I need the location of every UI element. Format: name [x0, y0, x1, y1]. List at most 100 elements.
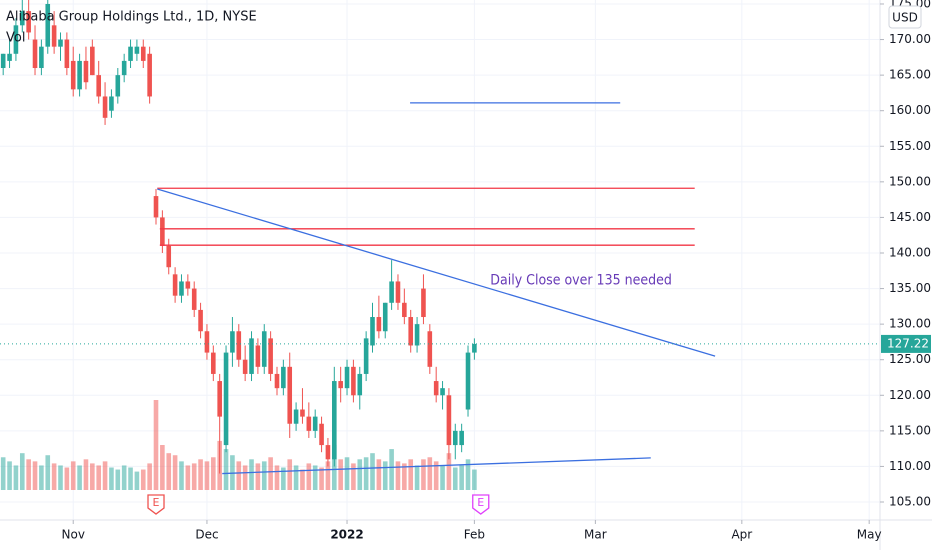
volume-bar — [395, 461, 401, 490]
y-tick-label: 120.00 — [889, 388, 931, 402]
volume-bar — [255, 463, 261, 490]
candle-body — [300, 409, 305, 417]
candle-body — [70, 60, 76, 90]
volume-bar — [312, 465, 318, 490]
volume-bar — [236, 461, 242, 490]
candle-body — [77, 60, 82, 90]
volume-bar — [325, 461, 331, 490]
candle-body — [204, 331, 210, 353]
candle-body — [351, 366, 356, 396]
volume-bar — [204, 461, 210, 490]
volume-bar — [281, 467, 286, 490]
x-tick-label: Feb — [464, 528, 485, 542]
event-marker — [472, 494, 490, 515]
candle-body — [261, 331, 267, 367]
volume-bar — [402, 463, 407, 490]
y-tick-label: 130.00 — [889, 317, 931, 331]
candle-body — [319, 423, 324, 446]
candle-body — [446, 395, 452, 446]
candle-body — [306, 416, 312, 431]
volume-bar — [287, 459, 293, 490]
volume-bar — [77, 465, 82, 490]
candle-body — [166, 245, 172, 268]
volume-bar — [433, 461, 439, 490]
candle-body — [39, 46, 44, 69]
volume-bar — [357, 459, 363, 490]
candle-body — [198, 309, 203, 332]
candle-body — [433, 381, 439, 396]
candle-body — [427, 331, 433, 367]
volume-bar — [440, 465, 445, 490]
candle-body — [472, 343, 477, 353]
volume-bar — [147, 463, 152, 490]
volume-bar — [363, 457, 369, 490]
candle-body — [287, 366, 293, 424]
volume-bar — [242, 465, 248, 490]
volume-bar — [249, 459, 254, 490]
candle-body — [223, 352, 229, 446]
candle-body — [26, 11, 31, 33]
y-tick-label: 165.00 — [889, 68, 931, 82]
volume-bar — [452, 467, 458, 490]
volume-bar — [306, 463, 312, 490]
candle-body — [211, 352, 216, 374]
candle-body — [179, 281, 184, 296]
volume-bar — [370, 453, 375, 490]
candle-body — [382, 302, 388, 332]
candle-body — [344, 366, 350, 389]
candle-body — [459, 430, 464, 446]
candle-body — [274, 373, 280, 389]
chart-title: Alibaba Group Holdings Ltd., 1D, NYSE — [6, 10, 257, 25]
x-tick-label: 2022 — [330, 528, 363, 542]
event-marker — [147, 494, 165, 515]
candle-body — [338, 381, 343, 389]
candle-body — [147, 53, 152, 97]
candle-body — [58, 39, 63, 47]
volume-bar — [179, 461, 184, 490]
candle-body — [312, 416, 318, 431]
volume-bar — [351, 463, 356, 490]
volume-bar — [83, 459, 89, 490]
currency-box[interactable] — [888, 5, 922, 29]
y-tick-label: 155.00 — [889, 139, 931, 153]
volume-bar — [13, 465, 19, 490]
y-tick-label: 150.00 — [889, 174, 931, 188]
volume-bar — [185, 465, 191, 490]
x-tick-label: Nov — [62, 528, 85, 542]
volume-bar — [39, 465, 44, 490]
candle-body — [395, 281, 401, 303]
volume-bar — [128, 467, 133, 490]
volume-bar — [160, 445, 165, 490]
candle-body — [249, 338, 254, 374]
candle-body — [64, 39, 70, 69]
candle-body — [331, 381, 337, 460]
candle-body — [172, 274, 178, 296]
volume-bar — [191, 463, 197, 490]
candle-body — [96, 75, 101, 97]
volume-bar — [376, 459, 382, 490]
last-price-label: 127.22 — [887, 336, 929, 350]
volume-bar — [293, 465, 299, 490]
volume-bar — [414, 465, 420, 490]
volume-bar — [319, 467, 324, 490]
currency[interactable]: USD — [892, 11, 918, 25]
volume-bar — [45, 455, 51, 490]
annotation: Daily Close over 135 needed — [490, 273, 672, 289]
volume-bar — [51, 463, 57, 490]
volume-bar — [472, 469, 477, 490]
volume-bar — [300, 469, 305, 490]
candle-body — [51, 25, 57, 47]
volume-bar — [172, 455, 178, 490]
candle-body — [102, 96, 108, 118]
x-tick-label: Apr — [731, 528, 752, 542]
last-price-box — [881, 334, 931, 353]
candle-body — [19, 11, 25, 26]
candle-body — [402, 302, 407, 318]
volume-bar — [70, 461, 76, 490]
y-tick-label: 105.00 — [889, 495, 931, 509]
volume-bar — [408, 459, 414, 490]
volume-bar — [198, 459, 203, 490]
volume-bar — [0, 457, 6, 490]
candle-body — [140, 46, 146, 61]
candle-body — [217, 381, 222, 417]
